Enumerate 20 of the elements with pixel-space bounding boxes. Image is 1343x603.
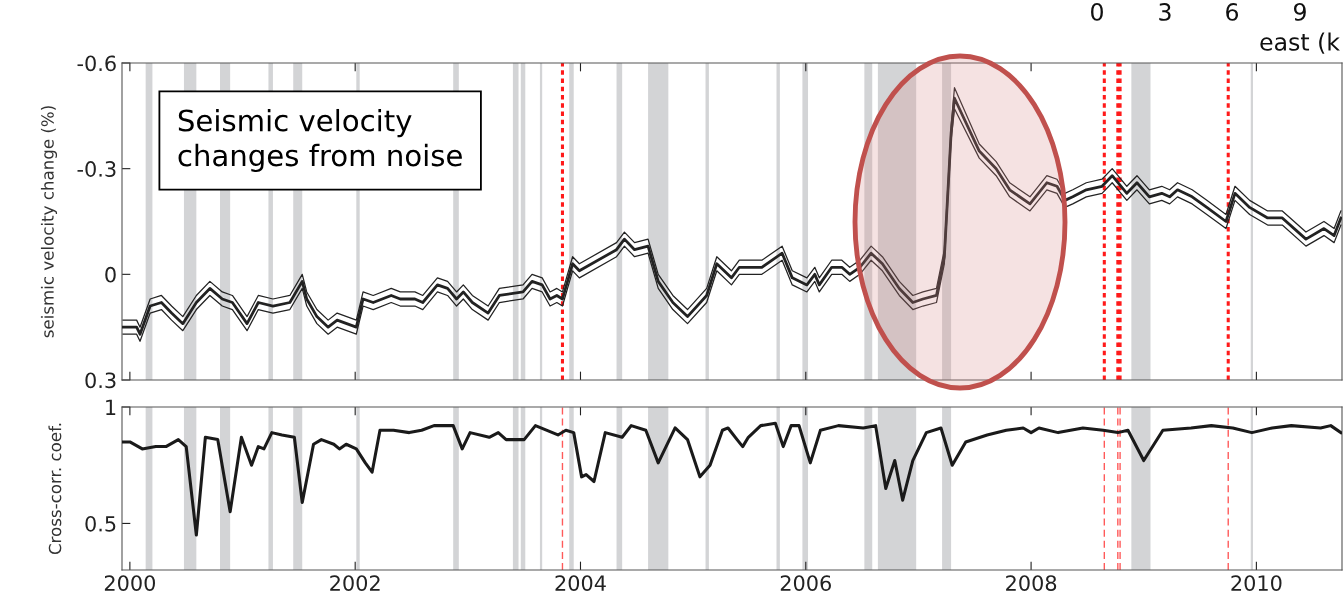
y-tick-label: -0.3 [77, 161, 116, 177]
text: 0 [1091, 2, 1103, 21]
text: 6 [1226, 2, 1239, 21]
x-tick-label: 2004 [555, 575, 606, 591]
x-tick-label: 2008 [1006, 575, 1057, 591]
x-tick-label: 2002 [330, 575, 380, 591]
y-axis-title: Cross-corr. coef. [48, 423, 62, 555]
x-tick-label: 2006 [780, 575, 831, 591]
y-tick-label: 0.5 [85, 515, 116, 532]
text: 3 [1159, 2, 1171, 21]
annotation: Seismic velocity changes from noise [178, 108, 462, 173]
y-tick-label: 0.3 [85, 372, 116, 389]
y-axis-title: seismic velocity change (%) [40, 106, 58, 338]
text: east (k [1260, 32, 1340, 54]
y-tick-label: -0.6 [77, 55, 116, 72]
y-tick-label: 0 [105, 266, 116, 283]
x-tick-label: 2000 [104, 575, 156, 591]
y-tick-label: 1 [106, 399, 116, 415]
x-tick-label: 2010 [1231, 575, 1282, 591]
text: 9 [1293, 2, 1306, 21]
